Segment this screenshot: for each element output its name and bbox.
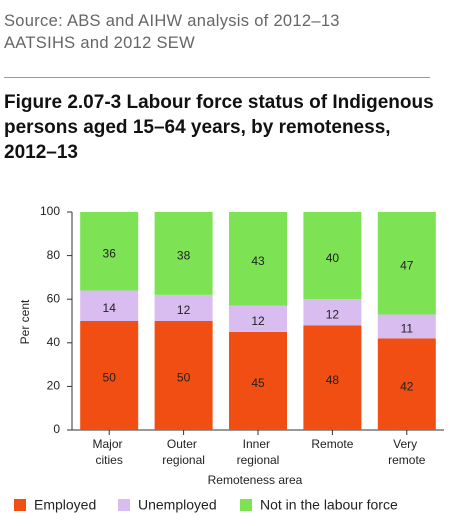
legend-label: Unemployed xyxy=(138,497,217,513)
bar-segment xyxy=(377,212,436,315)
data-label: 42 xyxy=(400,379,414,393)
data-label: 14 xyxy=(103,301,117,315)
bar-segment xyxy=(303,325,362,430)
chart-title: Figure 2.07-3 Labour force status of Ind… xyxy=(4,92,434,163)
data-label: 12 xyxy=(177,303,191,317)
data-label: 50 xyxy=(177,371,191,385)
data-label: 12 xyxy=(326,307,340,321)
data-label: 12 xyxy=(251,314,265,328)
bar-segment xyxy=(80,321,139,430)
x-tick-label: Major cities xyxy=(93,437,126,467)
y-tick-label: 40 xyxy=(47,335,61,349)
data-label: 11 xyxy=(401,322,414,336)
data-label: 45 xyxy=(251,376,265,390)
data-label: 36 xyxy=(103,246,117,260)
legend-label: Employed xyxy=(34,497,96,513)
bar-segment xyxy=(303,299,362,326)
x-axis-label: Remoteness area xyxy=(208,473,303,487)
data-label: 38 xyxy=(177,249,191,263)
x-tick-label: Very remote xyxy=(388,437,426,467)
y-tick-label: 100 xyxy=(40,204,60,218)
bar-segment xyxy=(303,212,362,300)
y-tick-label: 80 xyxy=(47,248,61,262)
data-label: 48 xyxy=(326,373,340,387)
legend-swatch xyxy=(14,499,26,511)
x-tick-label: Remote xyxy=(311,437,353,451)
bar-segment xyxy=(154,212,213,295)
y-tick-label: 60 xyxy=(47,291,61,305)
bar-segment xyxy=(229,331,287,430)
bar-segment xyxy=(229,305,287,332)
bar-segment xyxy=(80,290,139,321)
bar-segment xyxy=(80,212,139,291)
divider xyxy=(4,77,430,78)
y-tick-label: 0 xyxy=(53,422,60,436)
x-tick-label: Outer regional xyxy=(162,437,205,467)
legend-swatch xyxy=(118,499,130,511)
data-label: 40 xyxy=(326,251,340,265)
legend-swatch xyxy=(240,499,252,511)
data-label: 43 xyxy=(251,254,265,268)
source-note: Source: ABS and AIHW analysis of 2012–13… xyxy=(4,12,340,52)
bar-segment xyxy=(154,321,213,430)
legend-label: Not in the labour force xyxy=(260,497,398,513)
bar-segment xyxy=(229,212,287,306)
bar-segment xyxy=(377,338,436,430)
bar-segment xyxy=(154,294,213,321)
y-tick-label: 20 xyxy=(47,379,61,393)
data-label: 47 xyxy=(400,258,414,272)
bar-segment xyxy=(377,314,436,339)
data-label: 50 xyxy=(103,371,117,385)
y-axis-label: Per cent xyxy=(18,299,32,344)
x-tick-label: Inner regional xyxy=(237,437,280,467)
